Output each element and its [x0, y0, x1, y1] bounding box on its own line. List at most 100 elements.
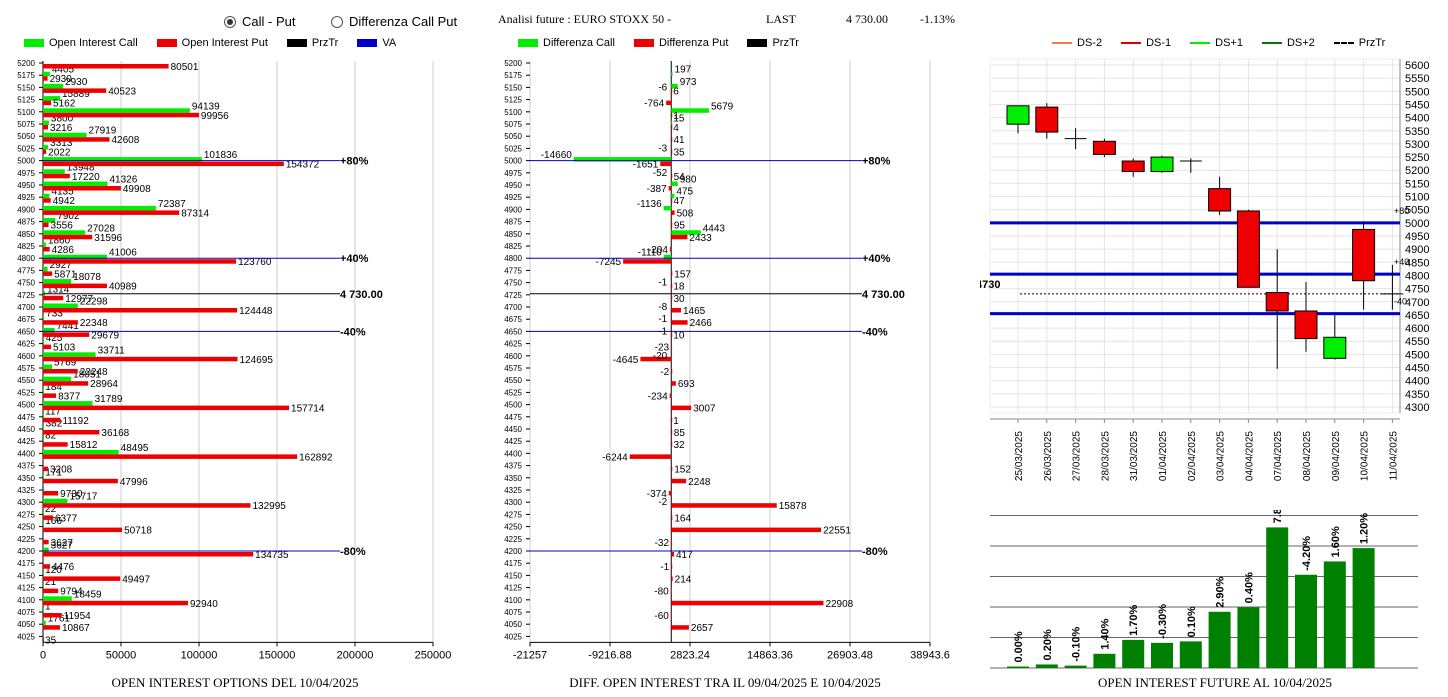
put-bar [671, 600, 824, 606]
strike-label: 4800 [17, 254, 35, 263]
bar-value-label: -20 [653, 351, 668, 362]
bar-value-label: 27919 [89, 126, 117, 137]
strike-label: 4275 [504, 510, 522, 519]
candle-legend: DS-2 DS-1 DS+1 DS+2 PrzTr [1052, 37, 1385, 49]
legend-label: PrzTr [1358, 37, 1386, 49]
call-bar [43, 266, 48, 272]
bar-value-label: 5871 [54, 269, 77, 280]
strike-label: 4200 [504, 547, 522, 556]
change-value: -1.13% [920, 12, 955, 26]
call-bar [43, 571, 44, 577]
call-bar [671, 181, 678, 186]
put-bar [43, 210, 180, 215]
radio-differenza[interactable]: Differenza Call Put [331, 14, 457, 29]
radio-differenza-label: Differenza Call Put [349, 14, 458, 29]
candle-body [1006, 105, 1030, 125]
call-bar [671, 193, 675, 199]
future-bar-label: -4.20% [1301, 536, 1313, 571]
bar-value-label: 425 [46, 333, 63, 344]
bar-value-label: 1465 [683, 306, 706, 317]
strike-label: 5125 [17, 96, 35, 105]
bar-value-label: -1 [660, 562, 669, 573]
future-bar-label: 1.60% [1330, 526, 1342, 557]
bar-value-label: 4286 [52, 245, 75, 256]
radio-call-put[interactable]: Call - Put [224, 14, 295, 29]
legend-swatch [1333, 42, 1354, 44]
bar-value-label: 17220 [72, 172, 100, 183]
future-bar [1007, 666, 1029, 668]
call-bar [43, 71, 50, 77]
strike-label: 4750 [17, 279, 35, 288]
x-tick-label: -9216.88 [588, 649, 631, 661]
future-bar-label: 2.90% [1215, 576, 1227, 607]
y-tick-label: 5350 [1405, 126, 1429, 138]
put-bar [43, 527, 123, 533]
put-bar [43, 637, 44, 642]
bar-value-label: 3627 [51, 538, 74, 549]
strike-label: 4950 [17, 181, 35, 190]
call-bar [43, 449, 119, 455]
legend-swatch [633, 39, 654, 47]
strike-label: 4350 [504, 474, 522, 483]
oi-future-chart: 0.00% 0.20% -0.10% 1.40% 1.70% -0.30% 0.10% 2.9… [990, 510, 1418, 669]
strike-label: 4675 [17, 315, 35, 324]
bar-value-label: 7902 [57, 211, 80, 222]
future-bar [1266, 527, 1289, 668]
bar-value-label: 2466 [690, 318, 713, 329]
y-tick-label: 5100 [1405, 192, 1429, 204]
legend-label: DS+1 [1215, 37, 1243, 49]
put-bar [43, 88, 107, 93]
x-tick-label: 04/04/2025 [1244, 431, 1255, 481]
strike-label: 5000 [17, 157, 35, 166]
put-bar [43, 222, 49, 228]
bar-value-label: 693 [678, 379, 695, 390]
put-bar [671, 381, 676, 386]
bar-value-label: 2930 [65, 77, 88, 88]
bar-value-label: 124695 [240, 355, 274, 366]
bar-value-label: 11954 [64, 611, 92, 622]
bar-value-label: 214 [675, 574, 692, 585]
bar-value-label: -14660 [541, 150, 573, 161]
strike-label: 5175 [17, 71, 35, 80]
put-bar [43, 369, 78, 374]
put-bar [43, 186, 121, 191]
call-bar [43, 596, 72, 601]
x-tick-label: 07/04/2025 [1273, 431, 1284, 481]
bar-value-label: -1 [658, 278, 667, 289]
marker-label: +80% [340, 156, 369, 168]
call-bar [43, 425, 44, 430]
strike-label: 4400 [504, 449, 522, 458]
strike-label: 4250 [504, 523, 522, 532]
bar-value-label: 35 [45, 635, 57, 646]
bar-value-label: 22551 [823, 526, 851, 537]
bar-value-label: 1860 [48, 236, 71, 247]
x-tick-label: 0 [40, 649, 46, 661]
last-value: 4 730.00 [846, 12, 888, 26]
put-bar [671, 88, 673, 93]
strike-label: 4075 [17, 608, 35, 617]
call-bar [43, 547, 49, 552]
strike-label: 4375 [504, 462, 522, 471]
put-bar [43, 320, 78, 325]
strike-label: 4725 [504, 291, 522, 300]
strike-label: 4750 [504, 279, 522, 288]
bar-value-label: 13948 [67, 162, 95, 173]
put-bar [640, 356, 672, 362]
call-bar [43, 132, 87, 138]
x-tick-label: 14863.36 [747, 649, 793, 661]
x-tick-label: 28/03/2025 [1100, 431, 1111, 481]
y-tick-label: 5050 [1405, 205, 1429, 217]
future-bar [1352, 548, 1375, 668]
put-bar [43, 503, 251, 508]
bar-value-label: 5679 [711, 101, 734, 112]
legend-label: PrzTr [311, 37, 339, 49]
radio-selected-icon[interactable] [224, 15, 236, 28]
candle-body [1208, 188, 1232, 212]
put-bar [671, 430, 673, 435]
bar-value-label: -2 [658, 497, 667, 508]
bar-value-label: 2433 [689, 233, 712, 244]
radio-unselected-icon[interactable] [331, 15, 343, 28]
bar-value-label: -80 [654, 587, 669, 598]
put-bar [671, 442, 673, 447]
